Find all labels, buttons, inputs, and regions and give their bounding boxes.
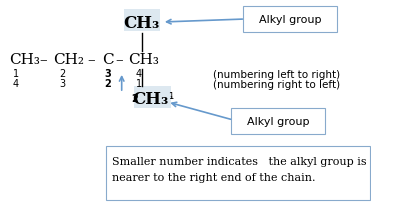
- Text: 1: 1: [13, 69, 19, 79]
- Text: Alkyl group: Alkyl group: [246, 117, 309, 127]
- FancyBboxPatch shape: [106, 146, 369, 200]
- Text: 3: 3: [104, 69, 111, 79]
- Text: (numbering left to right): (numbering left to right): [213, 70, 339, 80]
- Text: CH₃: CH₃: [124, 14, 160, 32]
- Text: 2: 2: [59, 69, 65, 79]
- Text: (numbering right to left): (numbering right to left): [213, 80, 339, 90]
- Text: CH₃: CH₃: [9, 53, 40, 67]
- Text: 1: 1: [136, 79, 142, 89]
- Text: ¹: ¹: [169, 95, 172, 103]
- Text: 1: 1: [168, 91, 173, 101]
- Text: Alkyl group: Alkyl group: [258, 15, 320, 25]
- FancyBboxPatch shape: [123, 9, 160, 31]
- Text: 2: 2: [131, 94, 138, 104]
- FancyBboxPatch shape: [134, 86, 171, 108]
- Text: C: C: [102, 53, 114, 67]
- Text: 3: 3: [59, 79, 65, 89]
- FancyBboxPatch shape: [243, 6, 336, 32]
- Text: nearer to the right end of the chain.: nearer to the right end of the chain.: [111, 173, 314, 183]
- Text: 2: 2: [104, 79, 111, 89]
- FancyBboxPatch shape: [231, 108, 324, 134]
- Text: CH₃: CH₃: [132, 90, 168, 108]
- Text: –: –: [115, 53, 123, 67]
- Text: 4: 4: [136, 69, 142, 79]
- Text: –: –: [87, 53, 94, 67]
- Text: CH₃: CH₃: [128, 53, 159, 67]
- Text: CH₂: CH₂: [53, 53, 84, 67]
- Text: 4: 4: [13, 79, 19, 89]
- Text: –: –: [39, 53, 47, 67]
- Text: Smaller number indicates   the alkyl group is: Smaller number indicates the alkyl group…: [111, 157, 365, 167]
